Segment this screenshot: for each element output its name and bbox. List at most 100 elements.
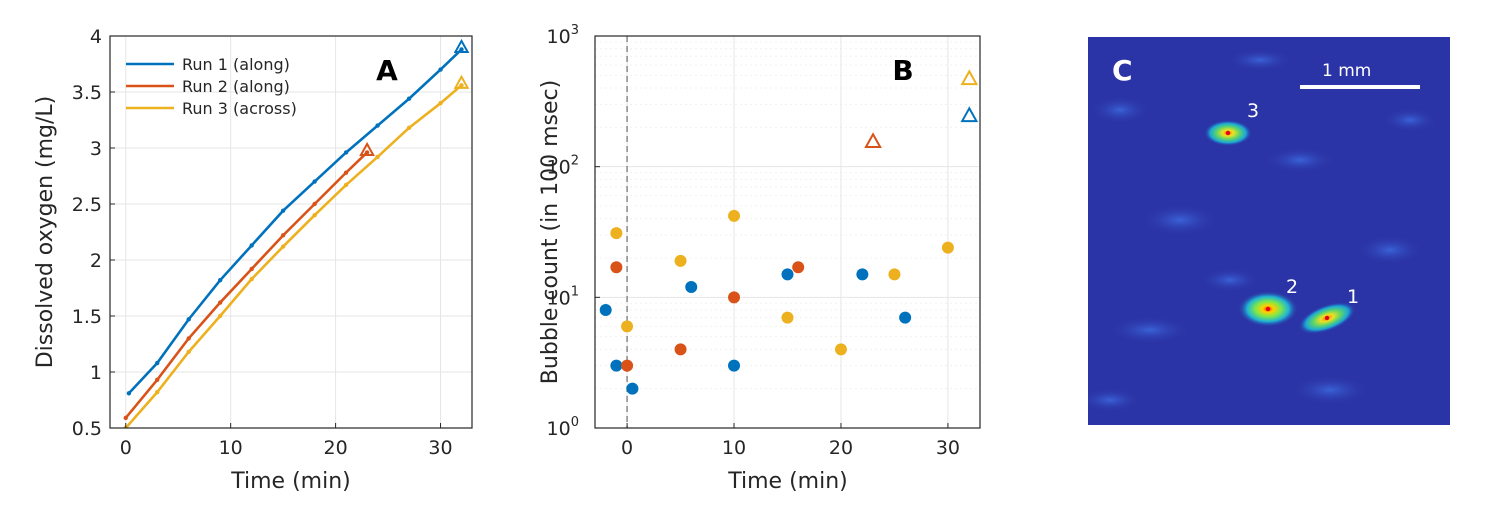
data-point-run-2-along: [155, 377, 160, 383]
panel-a-x-tick-label: 30: [428, 437, 452, 459]
scatter-point-series-1: [626, 382, 639, 395]
data-point-run-2-along: [249, 266, 254, 272]
data-point-run-3-across: [217, 313, 223, 319]
data-point-run-1-along: [343, 150, 349, 155]
scatter-point-series-1: [856, 268, 869, 281]
series-line-run-1-along: [127, 48, 463, 395]
panel-b-y-axis-label: Bubble count (in 100 msec): [538, 80, 563, 384]
data-point-run-3-across: [155, 389, 160, 395]
data-point-run-1-along: [249, 243, 254, 248]
data-point-run-2-along: [280, 233, 286, 238]
panel-a-y-tick-label: 3.5: [72, 82, 102, 104]
legend-label-run-1-along: Run 1 (along): [182, 55, 290, 74]
panel-c-image-background: [1088, 37, 1450, 425]
panel-b-x-tick-label: 30: [936, 437, 960, 459]
end-marker-run-2-along: [359, 141, 375, 157]
data-point-run-2-along: [123, 415, 128, 421]
panel-b-letter: B: [892, 54, 913, 87]
spot-label-2: 2: [1286, 276, 1298, 298]
panel-b-grid: [595, 35, 980, 429]
data-point-run-3-across: [280, 244, 286, 249]
panel-c-letter: C: [1112, 54, 1133, 87]
scatter-point-series-3: [621, 320, 634, 333]
data-point-run-3-across: [406, 125, 412, 131]
scatter-point-series-3: [888, 268, 901, 281]
data-point-run-2-along: [186, 336, 191, 341]
panel-c-bubble-spots: [1204, 120, 1356, 334]
panel-a-y-tick-label: 2.5: [72, 194, 102, 216]
panel-a-ticks: 0 10 20 30 0.5 1 1.5 2 2.5 3 3.5 4: [72, 26, 453, 459]
scatter-point-series-1: [610, 359, 623, 372]
panel-b-x-tick-label: 0: [621, 437, 633, 459]
data-point-run-3-across: [459, 83, 464, 88]
data-point-run-1-along: [126, 391, 132, 396]
legend-label-run-3-across: Run 3 (across): [182, 99, 297, 118]
scatter-point-series-2: [674, 343, 687, 356]
end-marker-run-3-across: [453, 74, 470, 89]
data-point-run-2-along: [217, 300, 223, 305]
panel-a-letter: A: [376, 54, 398, 87]
data-point-run-3-across: [312, 213, 317, 218]
data-point-run-3-across: [343, 182, 349, 188]
panel-b-x-tick-label: 20: [829, 437, 853, 459]
data-point-run-1-along: [217, 277, 223, 283]
data-point-run-2-along: [312, 201, 317, 207]
scatter-point-series-1: [728, 359, 741, 372]
scatter-point-series-3: [834, 343, 847, 356]
panel-a-y-tick-label: 4: [90, 26, 102, 48]
panel-b-axes-frame: [594, 35, 981, 429]
scatter-point-series-3: [781, 311, 794, 324]
panel-a-dissolved-oxygen-chart: 0 10 20 30 0.5 1 1.5 2 2.5 3 3.5 4 Time (min) Disso…: [33, 26, 473, 494]
scatter-point-series-1: [899, 311, 912, 324]
panel-a-x-tick-label: 0: [120, 437, 132, 459]
panel-c-noise-texture: [1088, 49, 1438, 412]
legend-label-run-2-along: Run 2 (along): [182, 77, 290, 96]
data-point-run-2-along: [343, 170, 349, 175]
panel-a-x-tick-label: 20: [324, 437, 348, 459]
spot-label-3: 3: [1247, 100, 1259, 122]
data-point-run-1-along: [406, 96, 412, 101]
triangle-marker-2: [960, 69, 979, 86]
panel-c-microscopy-image: 1 mm C 3 2 1: [1088, 37, 1450, 425]
panel-a-series: [123, 47, 464, 428]
scatter-point-series-3: [941, 241, 954, 254]
data-point-run-1-along: [438, 67, 443, 72]
panel-a-y-tick-label: 2: [90, 250, 102, 272]
scatter-point-series-3: [610, 227, 623, 240]
panel-a-y-tick-label: 1: [90, 362, 102, 384]
scatter-point-series-2: [792, 261, 805, 274]
triangle-marker-3: [960, 106, 979, 123]
scatter-point-series-2: [621, 359, 634, 372]
data-point-run-1-along: [312, 179, 317, 184]
data-point-run-3-across: [186, 349, 191, 355]
end-marker-run-1-along: [453, 38, 470, 53]
panel-b-x-axis-label: Time (min): [727, 469, 848, 494]
data-point-run-3-across: [249, 276, 254, 282]
panel-a-y-tick-label: 0.5: [72, 418, 102, 440]
panel-a-y-tick-label: 1.5: [72, 306, 102, 328]
scatter-point-series-1: [599, 303, 612, 316]
panel-b-y-tick-label: 100: [547, 415, 579, 440]
panel-a-x-tick-label: 10: [219, 437, 243, 459]
data-point-run-3-across: [375, 154, 380, 160]
scatter-point-series-1: [781, 268, 794, 281]
data-point-run-2-along: [364, 150, 370, 155]
spot-label-1: 1: [1347, 286, 1359, 308]
data-point-run-1-along: [155, 360, 160, 366]
series-line-run-3-across: [124, 84, 463, 428]
panel-a-y-axis-label: Dissolved oxygen (mg/L): [33, 96, 58, 369]
panel-b-y-tick-label: 103: [547, 23, 579, 48]
scatter-point-series-2: [610, 261, 623, 274]
scatter-point-series-2: [728, 291, 741, 304]
scatter-point-series-3: [728, 209, 741, 222]
data-point-run-1-along: [459, 47, 464, 52]
scatter-point-series-1: [685, 280, 698, 293]
data-point-run-1-along: [375, 123, 380, 128]
scale-bar-label: 1 mm: [1322, 61, 1371, 81]
scatter-point-series-3: [674, 254, 687, 267]
panel-a-y-tick-label: 3: [90, 138, 102, 160]
panel-b-x-tick-label: 10: [722, 437, 746, 459]
